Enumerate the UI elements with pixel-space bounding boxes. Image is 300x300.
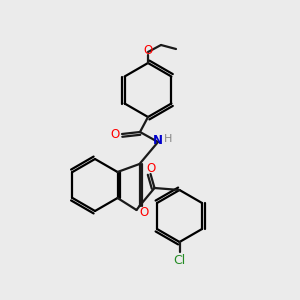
Text: N: N [153,134,163,148]
Text: O: O [110,128,120,140]
Text: Cl: Cl [173,254,186,266]
Text: O: O [139,206,148,218]
Text: O: O [146,161,155,175]
Text: H: H [164,134,172,144]
Text: O: O [143,44,153,56]
